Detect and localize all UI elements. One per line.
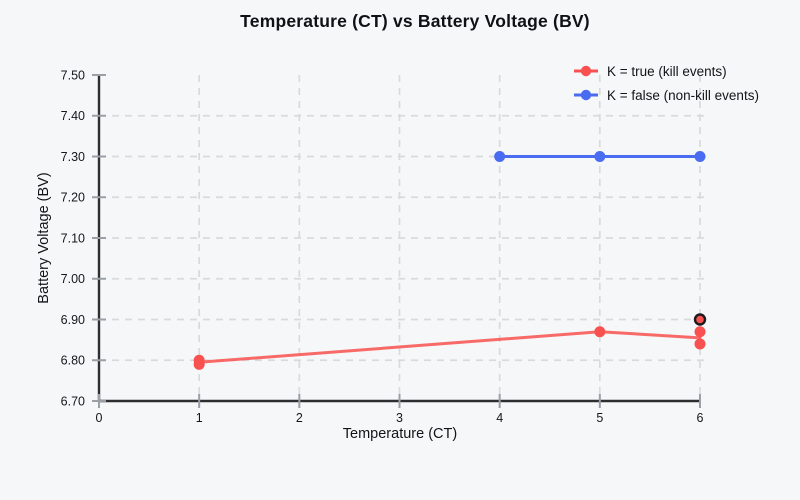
legend-label-non-kill-events: K = false (non-kill events) [607,87,759,103]
x-tick-label: 6 [697,411,704,425]
x-tick-label: 4 [496,411,503,425]
x-tick-label: 5 [596,411,603,425]
x-tick-label: 3 [396,411,403,425]
chart-title: Temperature (CT) vs Battery Voltage (BV) [240,11,590,31]
legend-marker-red-line-icon [574,65,598,77]
series-line [197,330,702,364]
data-point [694,338,706,350]
y-tick-label: 6.80 [61,354,85,368]
highlight-point [693,313,707,326]
legend-marker-blue-line-icon [574,89,598,101]
data-point [694,151,706,162]
data-point [594,151,606,162]
legend: K = true (kill events) K = false (non-ki… [574,59,759,107]
y-tick-label: 7.00 [61,272,85,286]
y-tick-label: 7.50 [61,68,85,82]
legend-label-kill-events: K = true (kill events) [607,63,727,79]
y-tick-label: 7.40 [61,109,85,123]
data-point [594,326,606,338]
data-point [494,151,506,162]
x-tick-label: 0 [96,411,103,425]
legend-item-non-kill-events: K = false (non-kill events) [574,83,759,107]
x-tick-label: 2 [296,411,303,425]
x-tick-label: 1 [196,411,203,425]
data-point [193,354,205,366]
data-point [694,326,706,338]
x-axis-label: Temperature (CT) [342,426,458,442]
y-tick-label: 7.10 [61,231,85,245]
y-tick-label: 7.30 [61,150,85,164]
y-tick-label: 7.20 [61,191,85,205]
legend-item-kill-events: K = true (kill events) [574,59,759,83]
y-tick-label: 6.90 [61,313,85,327]
y-tick-label: 6.70 [61,394,85,408]
